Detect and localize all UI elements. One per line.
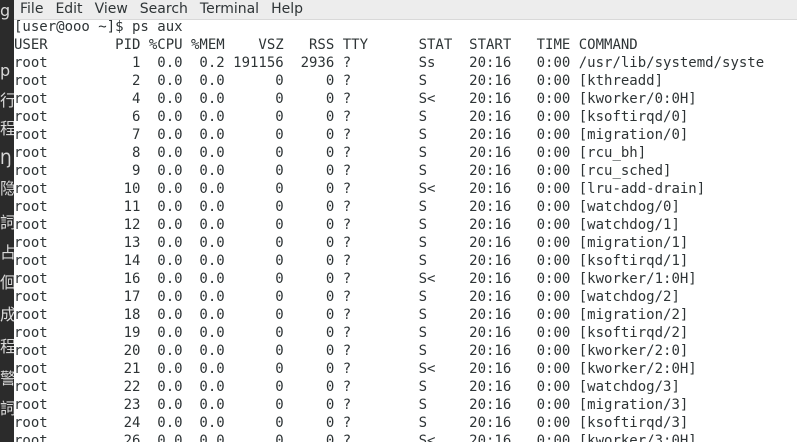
process-row: root 17 0.0 0.0 0 0 ? S 20:16 0:00 [watc… — [14, 289, 680, 305]
process-row: root 1 0.0 0.2 191156 2936 ? Ss 20:16 0:… — [14, 55, 765, 71]
process-row: root 24 0.0 0.0 0 0 ? S 20:16 0:00 [ksof… — [14, 415, 689, 431]
menu-terminal[interactable]: Terminal — [199, 1, 260, 17]
process-row: root 8 0.0 0.0 0 0 ? S 20:16 0:00 [rcu_b… — [14, 145, 647, 161]
menu-search[interactable]: Search — [139, 1, 188, 17]
process-row: root 18 0.0 0.0 0 0 ? S 20:16 0:00 [migr… — [14, 307, 689, 323]
background-glyph: 警 — [0, 369, 14, 388]
background-glyph: 佪 — [0, 273, 14, 292]
process-row: root 22 0.0 0.0 0 0 ? S 20:16 0:00 [watc… — [14, 379, 680, 395]
process-row: root 4 0.0 0.0 0 0 ? S< 20:16 0:00 [kwor… — [14, 91, 697, 107]
background-glyph: p — [0, 61, 11, 80]
background-glyph: 程 — [0, 119, 14, 138]
process-row: root 9 0.0 0.0 0 0 ? S 20:16 0:00 [rcu_s… — [14, 163, 672, 179]
process-row: root 10 0.0 0.0 0 0 ? S< 20:16 0:00 [lru… — [14, 181, 706, 197]
background-glyph: 行 — [0, 91, 14, 110]
terminal-output[interactable]: [user@ooo ~]$ ps aux USER PID %CPU %MEM … — [14, 20, 797, 442]
menu-file[interactable]: File — [20, 1, 44, 17]
process-row: root 11 0.0 0.0 0 0 ? S 20:16 0:00 [watc… — [14, 199, 680, 215]
shell-prompt: [user@ooo ~]$ ps aux — [14, 20, 183, 35]
process-row: root 26 0.0 0.0 0 0 ? S< 20:16 0:00 [kwo… — [14, 433, 697, 442]
process-row: root 23 0.0 0.0 0 0 ? S 20:16 0:00 [migr… — [14, 397, 689, 413]
background-glyph: g — [0, 1, 11, 20]
menu-bar: File Edit View Search Terminal Help — [14, 0, 797, 20]
background-glyph: Ŋ — [0, 149, 12, 168]
process-row: root 12 0.0 0.0 0 0 ? S 20:16 0:00 [watc… — [14, 217, 680, 233]
process-row: root 2 0.0 0.0 0 0 ? S 20:16 0:00 [kthre… — [14, 73, 664, 89]
menu-edit[interactable]: Edit — [55, 1, 83, 17]
process-row: root 21 0.0 0.0 0 0 ? S< 20:16 0:00 [kwo… — [14, 361, 697, 377]
background-glyph: 詞 — [0, 399, 14, 418]
process-row: root 19 0.0 0.0 0 0 ? S 20:16 0:00 [ksof… — [14, 325, 689, 341]
menu-help[interactable]: Help — [271, 1, 303, 17]
process-row: root 7 0.0 0.0 0 0 ? S 20:16 0:00 [migra… — [14, 127, 689, 143]
menu-view[interactable]: View — [94, 1, 128, 17]
background-glyph: 占 — [0, 243, 14, 262]
background-glyph: 詞 — [0, 213, 14, 232]
process-row: root 6 0.0 0.0 0 0 ? S 20:16 0:00 [ksoft… — [14, 109, 689, 125]
background-glyph: 程 — [0, 337, 14, 356]
background-glyph: 成 — [0, 305, 14, 324]
process-row: root 13 0.0 0.0 0 0 ? S 20:16 0:00 [migr… — [14, 235, 689, 251]
process-row: root 20 0.0 0.0 0 0 ? S 20:16 0:00 [kwor… — [14, 343, 689, 359]
ps-header-row: USER PID %CPU %MEM VSZ RSS TTY STAT STAR… — [14, 37, 638, 53]
process-row: root 16 0.0 0.0 0 0 ? S< 20:16 0:00 [kwo… — [14, 271, 697, 287]
background-glyph: 隐 — [0, 179, 14, 198]
process-row: root 14 0.0 0.0 0 0 ? S 20:16 0:00 [ksof… — [14, 253, 689, 269]
